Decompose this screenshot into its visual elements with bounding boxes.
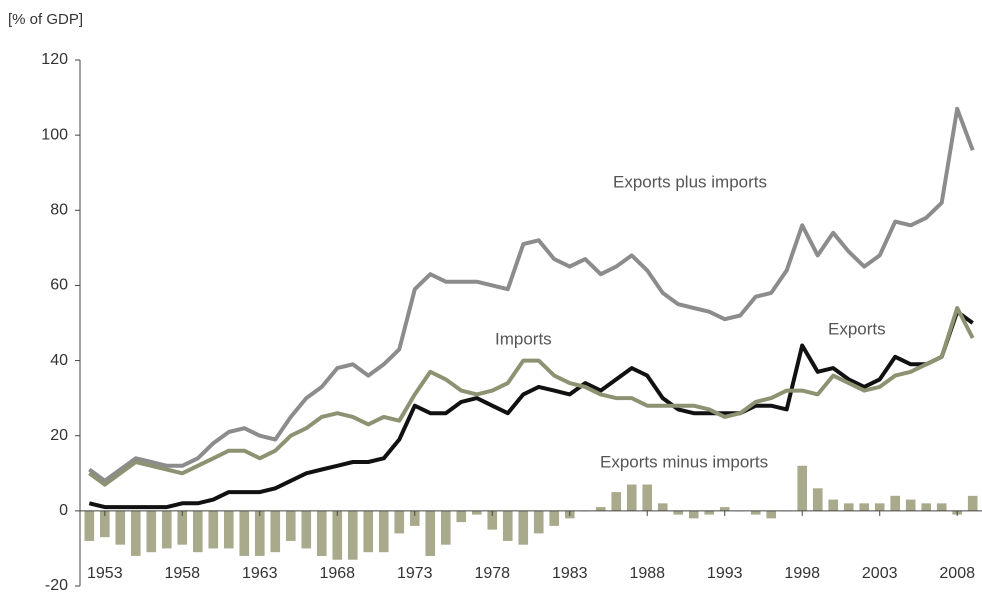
- x-tick-label: 2003: [862, 565, 898, 582]
- bar: [967, 495, 978, 511]
- x-tick-label: 1963: [242, 565, 278, 582]
- bar: [642, 484, 653, 511]
- bar: [378, 510, 389, 553]
- bar: [130, 510, 141, 556]
- bar: [657, 503, 668, 511]
- bar: [394, 510, 405, 534]
- bar: [890, 495, 901, 511]
- bar: [595, 507, 606, 511]
- bar: [611, 492, 622, 511]
- bar: [440, 510, 451, 545]
- bar: [905, 499, 916, 511]
- bar: [549, 510, 560, 526]
- bar: [673, 510, 684, 515]
- bar: [425, 510, 436, 556]
- bar: [223, 510, 234, 549]
- y-axis-label: [% of GDP]: [8, 11, 83, 28]
- bar: [704, 510, 715, 515]
- bar: [750, 510, 761, 515]
- bar: [859, 503, 870, 511]
- bar: [797, 465, 808, 511]
- x-tick-label: 1988: [629, 565, 665, 582]
- x-tick-label: 1958: [164, 565, 200, 582]
- bar: [146, 510, 157, 553]
- bar: [285, 510, 296, 541]
- bar: [254, 510, 265, 556]
- bar: [316, 510, 327, 556]
- x-tick-label: 1998: [784, 565, 820, 582]
- bar: [456, 510, 467, 523]
- x-tick-label: 1973: [397, 565, 433, 582]
- series-label: Exports minus imports: [600, 452, 768, 471]
- x-tick-label: 1978: [474, 565, 510, 582]
- y-tick-label: 100: [41, 126, 68, 143]
- bar: [301, 510, 312, 549]
- bar: [518, 510, 529, 545]
- bar: [719, 507, 730, 511]
- bar: [192, 510, 203, 553]
- bar: [332, 510, 343, 560]
- series-label: Imports: [495, 329, 552, 348]
- series-label: Exports plus imports: [613, 172, 767, 191]
- x-tick-label: 1968: [319, 565, 355, 582]
- y-tick-label: 40: [50, 352, 68, 369]
- line-series: [88, 309, 974, 510]
- bar: [161, 510, 172, 549]
- bar: [936, 503, 947, 511]
- bar: [471, 510, 482, 515]
- bar: [347, 510, 358, 560]
- y-tick-label: -20: [45, 577, 68, 594]
- bar: [84, 510, 95, 541]
- bar: [812, 488, 823, 511]
- bar: [533, 510, 544, 534]
- x-tick-label: 1983: [552, 565, 588, 582]
- bar: [409, 510, 420, 526]
- y-tick-label: 0: [59, 502, 68, 519]
- x-tick-label: 2008: [939, 565, 975, 582]
- bar: [921, 503, 932, 511]
- y-tick-label: 60: [50, 277, 68, 294]
- bar: [363, 510, 374, 553]
- bar: [487, 510, 498, 530]
- series-label: Exports: [828, 319, 886, 338]
- bar: [828, 499, 839, 511]
- line-series: [88, 106, 975, 483]
- bar: [270, 510, 281, 553]
- bar: [99, 510, 110, 538]
- x-tick-label: 1993: [707, 565, 743, 582]
- bar: [177, 510, 188, 545]
- y-tick-label: 80: [50, 202, 68, 219]
- bar: [843, 503, 854, 511]
- bar: [626, 484, 637, 511]
- line-series: [88, 306, 975, 487]
- bar: [239, 510, 250, 556]
- bar: [766, 510, 777, 519]
- bar: [115, 510, 126, 545]
- bar: [208, 510, 219, 549]
- bar: [502, 510, 513, 541]
- bar: [874, 503, 885, 511]
- y-tick-label: 120: [41, 51, 68, 68]
- bar: [688, 510, 699, 519]
- y-tick-label: 20: [50, 427, 68, 444]
- x-tick-label: 1953: [87, 565, 123, 582]
